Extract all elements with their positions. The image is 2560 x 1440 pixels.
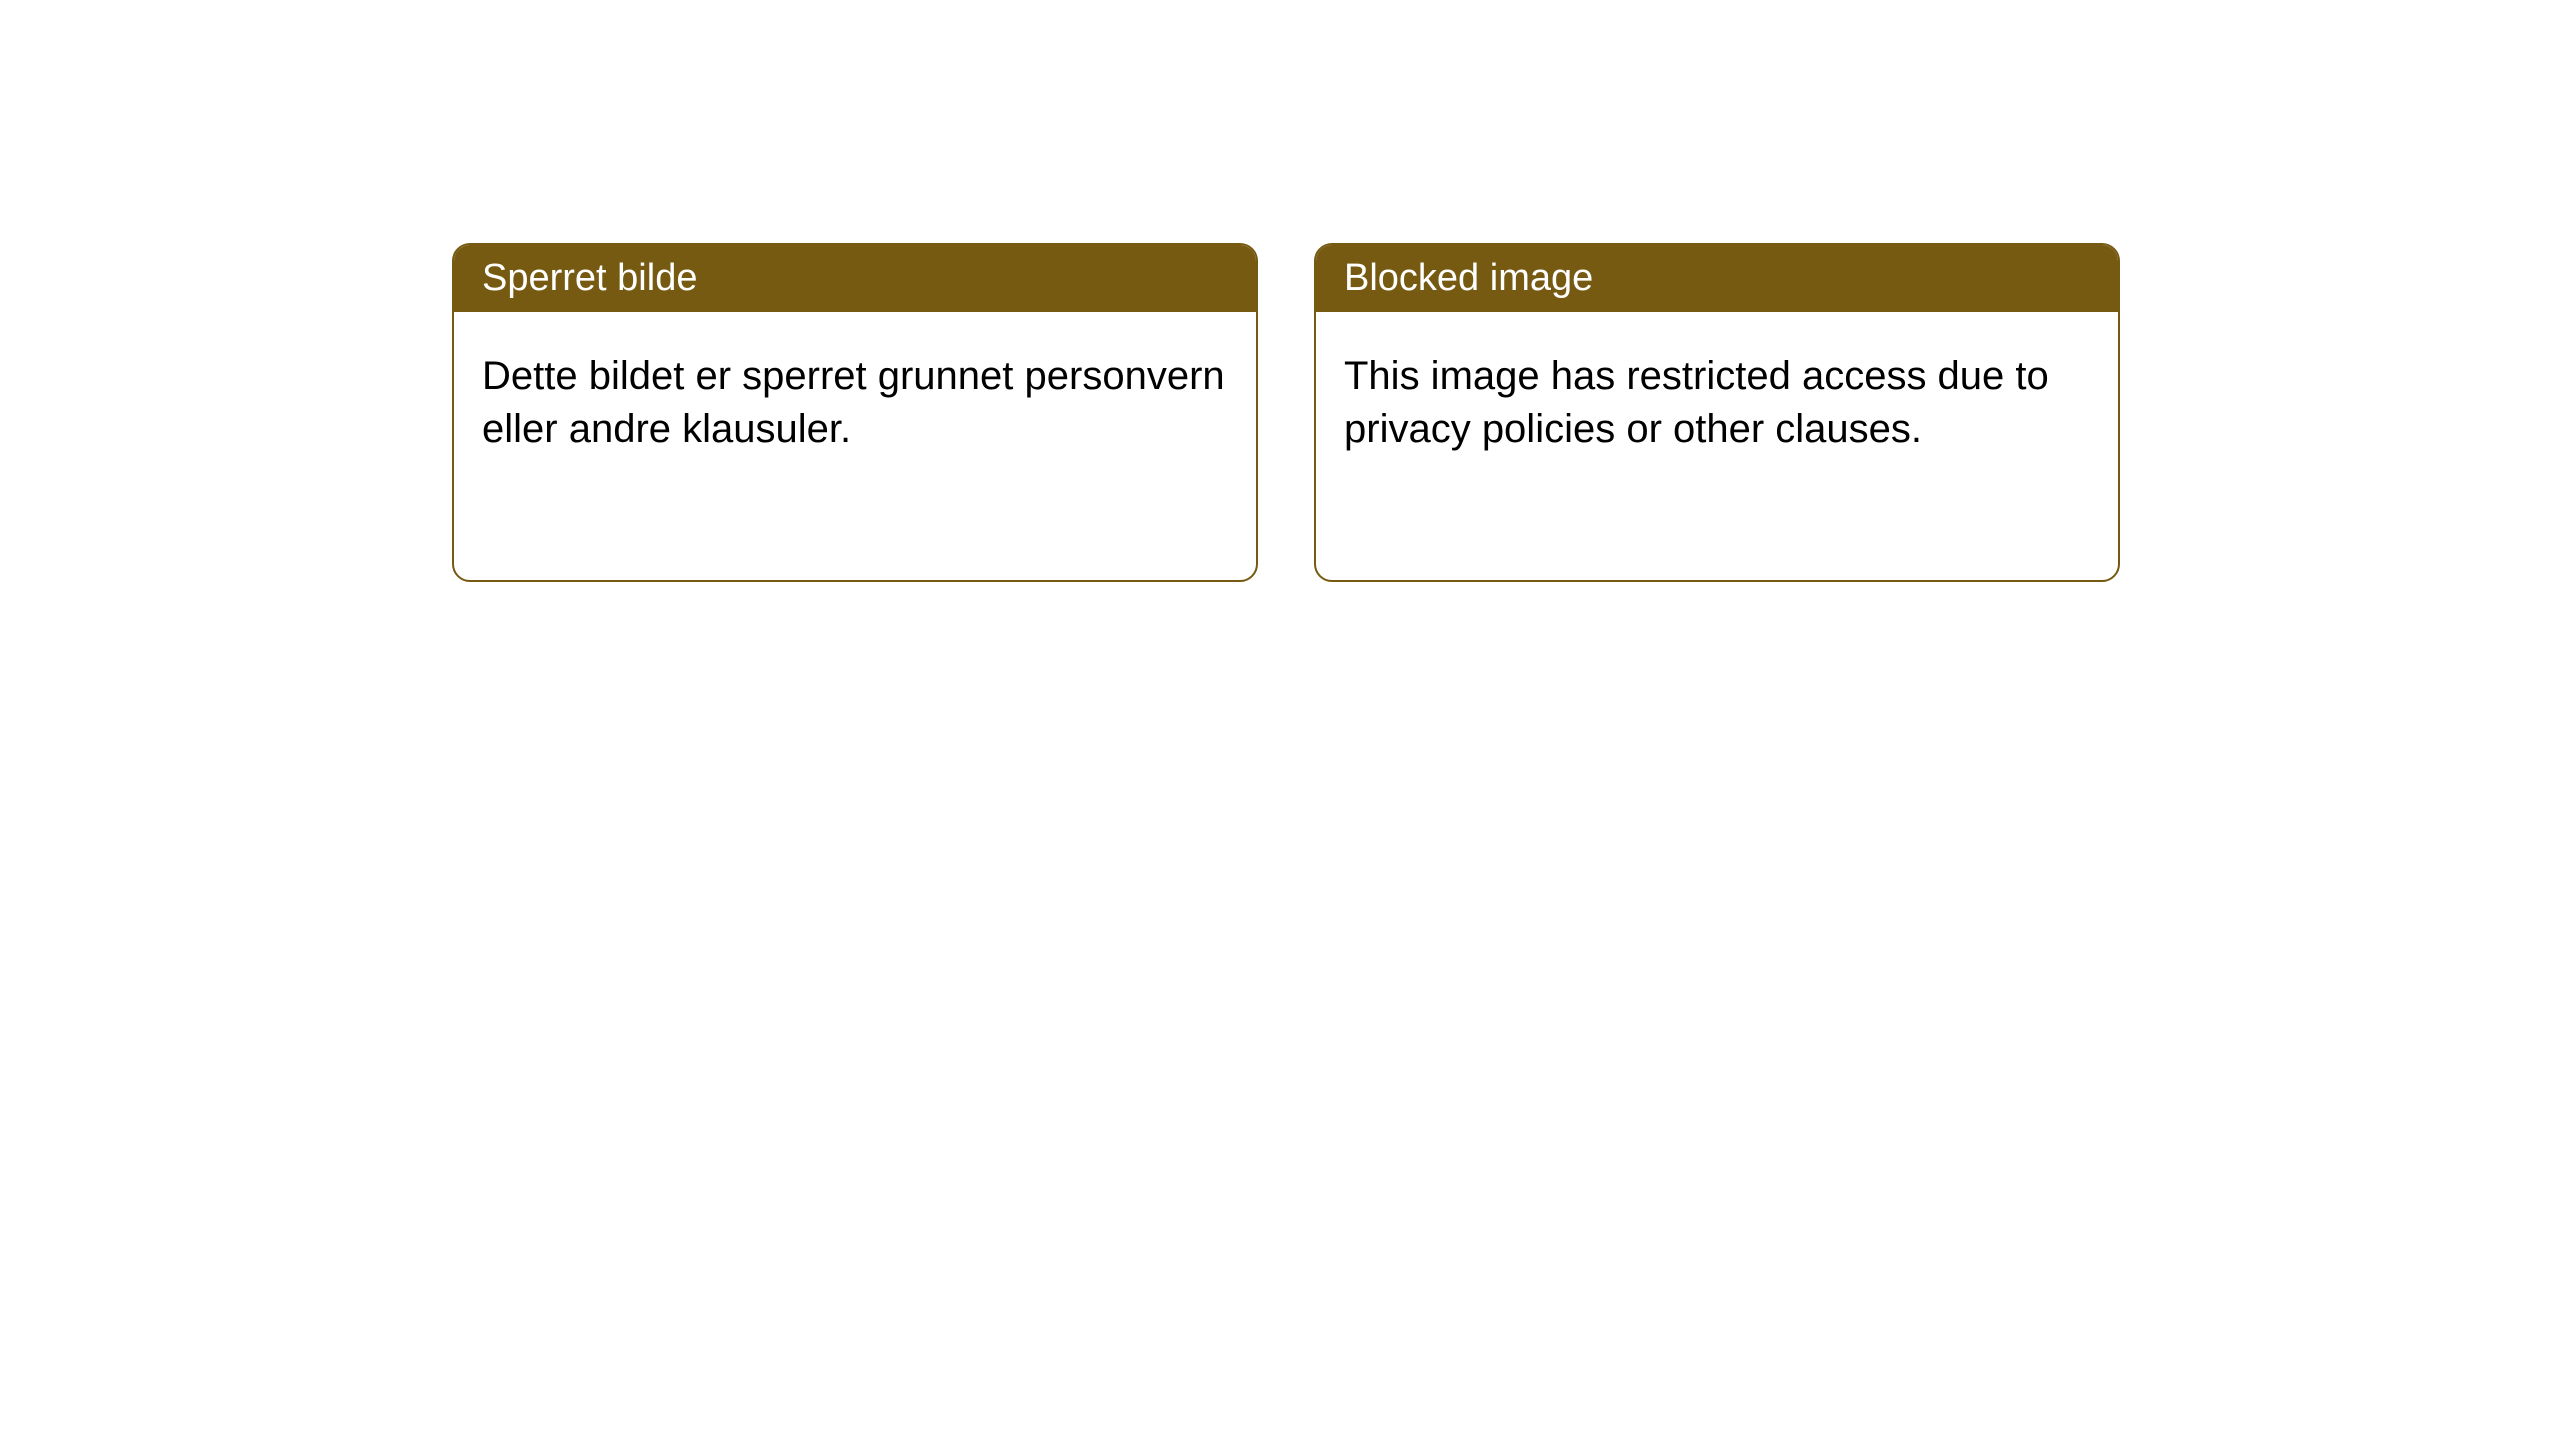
notice-body: Dette bildet er sperret grunnet personve… xyxy=(454,312,1256,494)
notice-box-english: Blocked image This image has restricted … xyxy=(1314,243,2120,582)
notice-header: Blocked image xyxy=(1316,245,2118,312)
notice-header: Sperret bilde xyxy=(454,245,1256,312)
notice-text: Dette bildet er sperret grunnet personve… xyxy=(482,354,1225,451)
notice-box-norwegian: Sperret bilde Dette bildet er sperret gr… xyxy=(452,243,1258,582)
notice-title: Sperret bilde xyxy=(482,257,697,299)
notice-body: This image has restricted access due to … xyxy=(1316,312,2118,494)
notice-title: Blocked image xyxy=(1344,257,1593,299)
notice-container: Sperret bilde Dette bildet er sperret gr… xyxy=(0,0,2560,582)
notice-text: This image has restricted access due to … xyxy=(1344,354,2049,451)
